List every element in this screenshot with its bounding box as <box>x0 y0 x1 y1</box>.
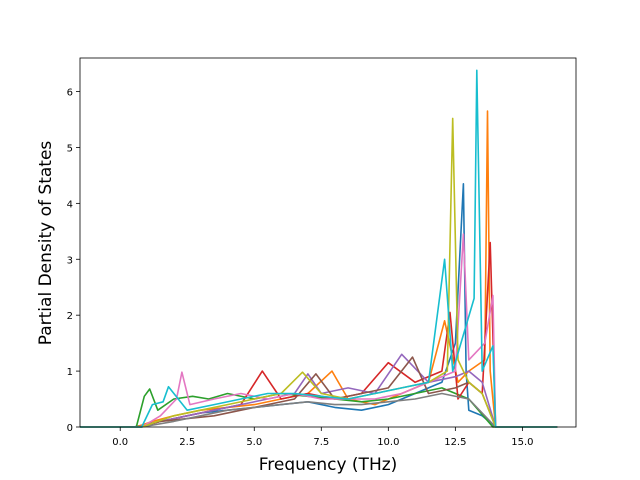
y-tick-label: 5 <box>67 143 73 154</box>
y-axis: 0 1 2 3 4 5 6 <box>67 88 80 434</box>
x-tick-label: 5.0 <box>246 437 262 448</box>
x-tick-label: 7.5 <box>313 437 329 448</box>
x-tick-label: 0.0 <box>112 437 128 448</box>
y-tick-label: 0 <box>67 423 73 434</box>
pdos-series-line <box>80 69 558 428</box>
y-tick-label: 2 <box>67 311 73 322</box>
y-tick-label: 3 <box>67 255 73 266</box>
pdos-series-line <box>80 392 558 428</box>
x-axis-label: Frequency (THz) <box>259 455 398 475</box>
x-tick-label: 10.0 <box>377 437 399 448</box>
x-tick-label: 2.5 <box>179 437 195 448</box>
y-axis-label: Partial Density of States <box>36 141 56 346</box>
x-axis: 0.0 2.5 5.0 7.5 10.0 12.5 15.0 <box>112 427 534 448</box>
x-tick-label: 15.0 <box>511 437 533 448</box>
pdos-series-line <box>80 233 558 428</box>
y-tick-label: 1 <box>67 367 73 378</box>
plot-frame <box>79 57 577 428</box>
series-layer <box>80 69 558 428</box>
y-tick-label: 4 <box>67 199 73 210</box>
y-tick-label: 6 <box>67 88 73 99</box>
x-tick-label: 12.5 <box>444 437 466 448</box>
